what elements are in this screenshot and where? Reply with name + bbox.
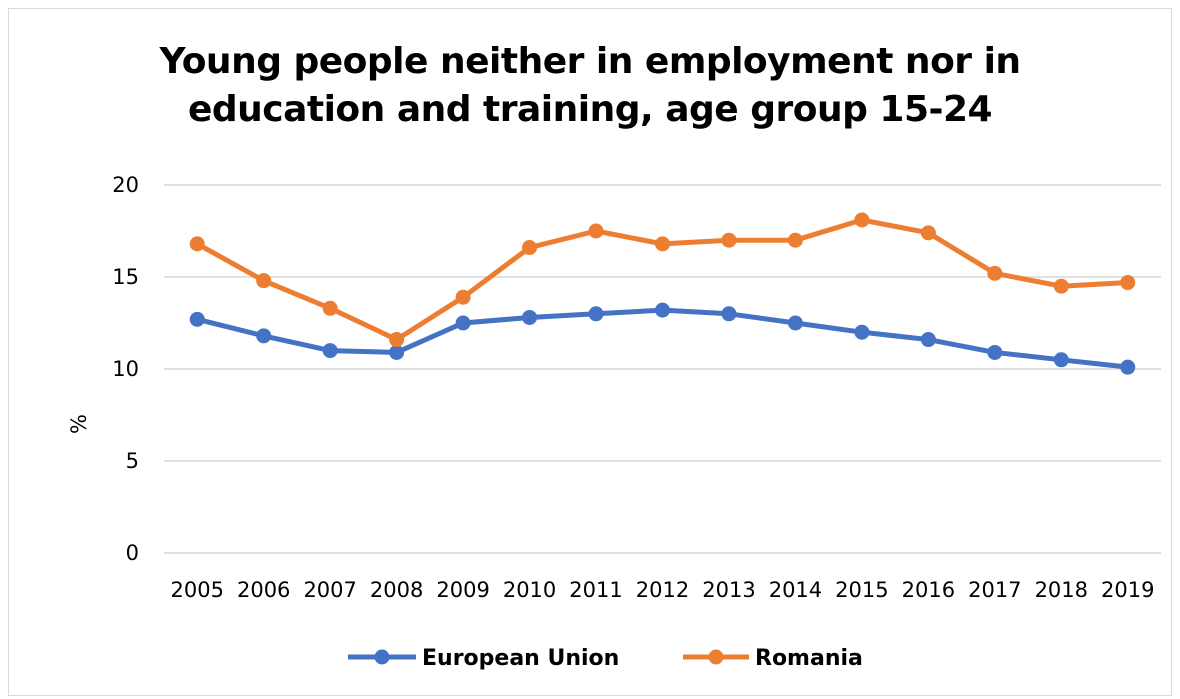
data-point bbox=[987, 344, 1003, 360]
data-point bbox=[987, 265, 1003, 281]
y-tick-label: 10 bbox=[112, 357, 139, 381]
data-point bbox=[588, 306, 604, 322]
gridlines bbox=[164, 184, 1161, 554]
legend-swatch-marker bbox=[374, 649, 390, 665]
legend-swatch-marker bbox=[708, 649, 724, 665]
data-point bbox=[189, 236, 205, 252]
chart-title: Young people neither in employment nor i… bbox=[0, 38, 1180, 134]
legend: European Union Romania bbox=[348, 646, 863, 671]
data-point bbox=[588, 223, 604, 239]
data-point bbox=[1120, 359, 1136, 375]
y-axis-ticks: 0 5 10 15 20 bbox=[112, 173, 139, 565]
legend-label: Romania bbox=[755, 646, 863, 671]
series-group bbox=[189, 212, 1136, 375]
series-european-union bbox=[189, 302, 1136, 375]
chart-frame bbox=[8, 8, 1172, 696]
data-point bbox=[455, 289, 471, 305]
y-tick-label: 5 bbox=[126, 449, 139, 473]
data-point bbox=[256, 328, 272, 344]
data-point bbox=[787, 232, 803, 248]
data-point bbox=[322, 343, 338, 359]
data-point bbox=[854, 324, 870, 340]
x-axis-ticks: 2005 2006 2007 2008 2009 2010 2011 2012 2013 2014… bbox=[171, 578, 1155, 602]
legend-label: European Union bbox=[422, 646, 619, 671]
data-point bbox=[522, 240, 538, 256]
y-tick-label: 15 bbox=[112, 265, 139, 289]
data-point bbox=[522, 309, 538, 325]
data-point bbox=[655, 236, 670, 252]
x-tick-label: 2012 bbox=[636, 578, 689, 602]
series-romania bbox=[189, 212, 1136, 348]
x-tick-label: 2014 bbox=[769, 578, 822, 602]
data-point bbox=[189, 311, 205, 327]
y-tick-label: 0 bbox=[126, 541, 139, 565]
x-tick-label: 2019 bbox=[1101, 578, 1154, 602]
x-tick-label: 2013 bbox=[702, 578, 755, 602]
data-point bbox=[655, 302, 670, 318]
x-tick-label: 2007 bbox=[303, 578, 356, 602]
x-tick-label: 2018 bbox=[1035, 578, 1088, 602]
x-tick-label: 2009 bbox=[436, 578, 489, 602]
x-tick-label: 2005 bbox=[171, 578, 224, 602]
data-point bbox=[920, 225, 936, 241]
x-tick-label: 2010 bbox=[503, 578, 556, 602]
data-point bbox=[389, 344, 405, 360]
data-point bbox=[787, 315, 803, 331]
chart-title-line-1: Young people neither in employment nor i… bbox=[159, 41, 1021, 82]
legend-item: Romania bbox=[683, 646, 863, 671]
data-point bbox=[854, 212, 870, 228]
data-point bbox=[455, 315, 471, 331]
series-line bbox=[196, 307, 1129, 370]
data-point bbox=[1053, 278, 1069, 294]
data-point bbox=[1053, 352, 1069, 368]
x-tick-label: 2017 bbox=[968, 578, 1021, 602]
chart-title-line-2: education and training, age group 15-24 bbox=[187, 89, 993, 130]
x-tick-label: 2015 bbox=[835, 578, 888, 602]
data-point bbox=[256, 273, 272, 289]
data-point bbox=[1120, 275, 1136, 291]
x-tick-label: 2011 bbox=[569, 578, 622, 602]
data-point bbox=[721, 232, 737, 248]
data-point bbox=[322, 300, 338, 316]
y-tick-label: 20 bbox=[112, 173, 139, 197]
data-point bbox=[389, 332, 405, 348]
data-point bbox=[920, 332, 936, 348]
y-axis-label: % bbox=[67, 414, 91, 434]
data-point bbox=[721, 306, 737, 322]
x-tick-label: 2016 bbox=[902, 578, 955, 602]
x-tick-label: 2008 bbox=[370, 578, 423, 602]
legend-item: European Union bbox=[348, 646, 619, 671]
x-tick-label: 2006 bbox=[237, 578, 290, 602]
